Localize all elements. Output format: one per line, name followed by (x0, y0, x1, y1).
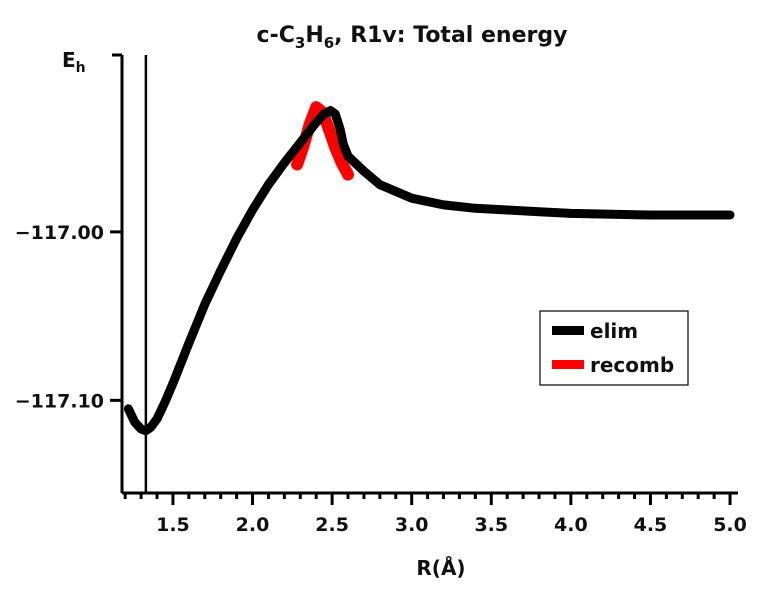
x-tick-label: 4.0 (554, 514, 588, 536)
y-tick-label: −117.10 (15, 390, 104, 412)
x-tick-label: 5.0 (713, 514, 747, 536)
y-tick-label: −117.00 (15, 222, 104, 244)
x-tick-label: 3.5 (474, 514, 508, 536)
x-tick-label: 2.5 (315, 514, 349, 536)
legend-swatch-elim (552, 326, 584, 335)
legend-box (539, 310, 689, 386)
x-tick-label: 2.0 (236, 514, 270, 536)
x-tick-label: 1.5 (156, 514, 190, 536)
series-line-elim (123, 106, 735, 436)
legend-label-elim: elim (590, 319, 638, 343)
y-axis-label: Eh (62, 48, 86, 76)
chart-title: c-C3H6, R1v: Total energy (257, 23, 568, 52)
legend: elim recomb (539, 310, 689, 386)
legend-swatch-recomb (552, 360, 584, 369)
x-axis-label: R(Å) (416, 556, 465, 580)
x-tick-label: 4.5 (634, 514, 668, 536)
plot-lines (123, 101, 735, 436)
legend-label-recomb: recomb (590, 353, 674, 377)
x-tick-label: 3.0 (395, 514, 429, 536)
axes: 1.5 2.0 2.5 3.0 3.5 4.0 4.5 5.0 −117.00 −117.10 (15, 53, 747, 536)
